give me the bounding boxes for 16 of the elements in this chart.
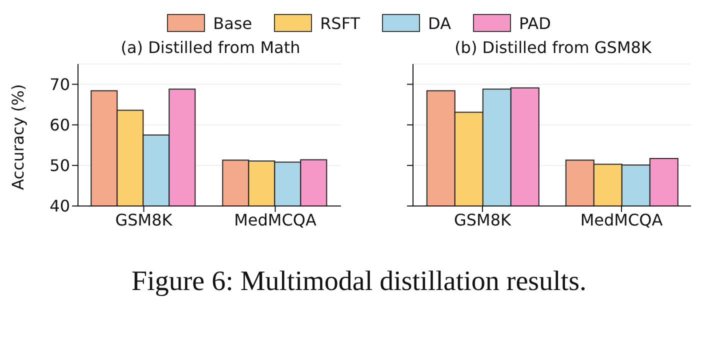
- y-axis-title: Accuracy (%): [8, 84, 28, 190]
- chart-title: (b) Distilled from GSM8K: [454, 38, 653, 59]
- chart-title: (a) Distilled from Math: [120, 38, 302, 59]
- legend-label: Base: [213, 14, 252, 32]
- x-tick-label: MedMCQA: [580, 210, 663, 230]
- y-tick-label: 50: [50, 156, 70, 176]
- legend-label: PAD: [519, 14, 551, 32]
- x-tick-label: GSM8K: [454, 210, 512, 230]
- caption: Figure 6: Multimodal distillation results.: [130, 266, 588, 298]
- x-tick-label: MedMCQA: [234, 210, 316, 230]
- legend-label: RSFT: [320, 14, 360, 32]
- y-tick-label: 60: [50, 116, 70, 135]
- y-tick-label: 40: [50, 196, 70, 216]
- legend-label: DA: [428, 14, 452, 32]
- x-tick-label: GSM8K: [115, 210, 173, 230]
- y-tick-label: 70: [50, 74, 70, 94]
